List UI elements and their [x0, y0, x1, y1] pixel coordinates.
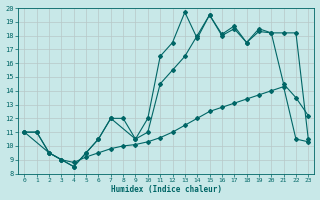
X-axis label: Humidex (Indice chaleur): Humidex (Indice chaleur) — [111, 185, 222, 194]
